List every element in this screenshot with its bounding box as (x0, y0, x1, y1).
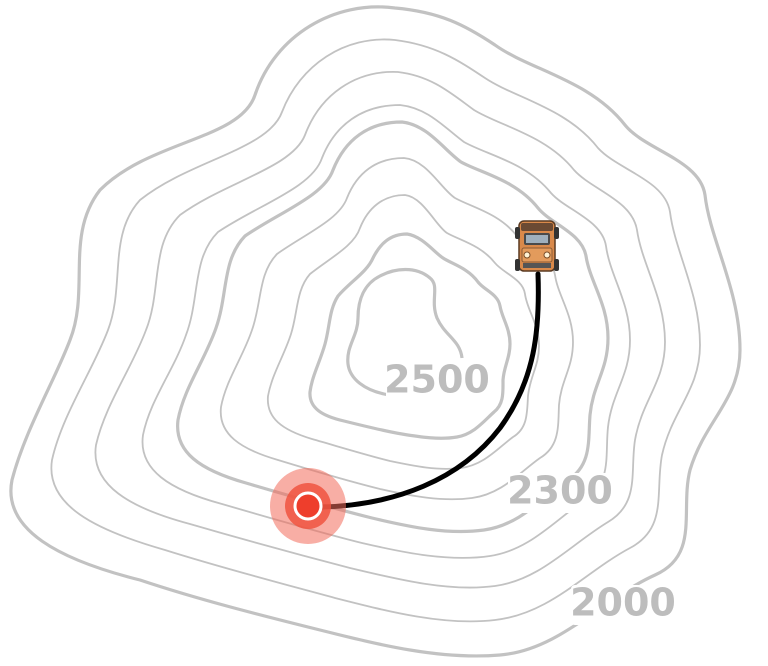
contour-line (267, 194, 540, 470)
contour-lines (9, 5, 742, 658)
contour-line (94, 71, 666, 589)
contour-line (308, 232, 512, 440)
contour-line (219, 157, 574, 501)
contour-label-2000: 2000 (570, 581, 676, 625)
contour-labels: 2500 2300 2000 (384, 358, 676, 625)
contour-line (176, 120, 610, 534)
destination-marker-icon[interactable] (270, 468, 346, 544)
contour-line (346, 267, 464, 398)
contour-line (141, 104, 631, 559)
route-path (319, 271, 541, 510)
contour-line (9, 5, 742, 658)
contour-label-2300: 2300 (507, 469, 613, 513)
contour-label-2500: 2500 (384, 358, 490, 402)
contour-line (50, 38, 701, 623)
truck-icon[interactable] (515, 220, 559, 272)
